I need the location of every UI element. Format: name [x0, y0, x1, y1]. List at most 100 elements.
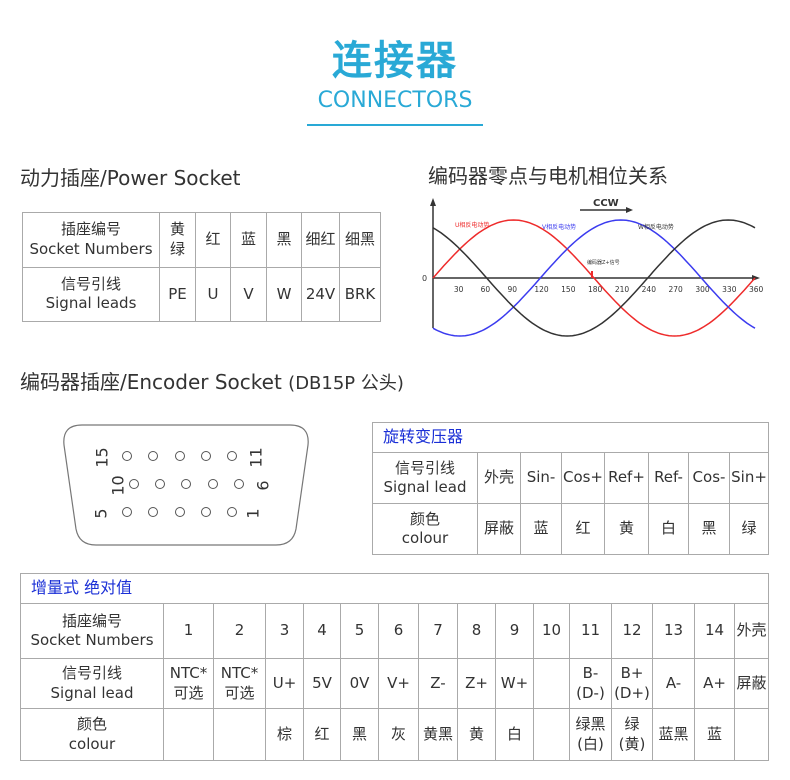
- ccw-arrowhead: [626, 207, 633, 213]
- connector-pin: [155, 479, 165, 489]
- table-cell: 蓝: [694, 708, 735, 761]
- table-row: 插座编号 Socket Numbers 黄 绿红蓝黑细红 细黑: [22, 212, 381, 268]
- table-cell: Cos+: [561, 452, 605, 504]
- table-cell: 12: [611, 603, 653, 659]
- x-tick-label: 300: [695, 285, 710, 294]
- encoder-heading-note: (DB15P 公头): [288, 373, 404, 394]
- connector-pin: [201, 507, 211, 517]
- table-cell: 黄: [457, 708, 496, 761]
- x-tick-label: 240: [642, 285, 657, 294]
- x-tick-label: 270: [669, 285, 684, 294]
- row-header-cell: 颜色 colour: [20, 708, 164, 761]
- connector-pin: [234, 479, 244, 489]
- x-tick-label: 90: [508, 285, 518, 294]
- table-cell: 细黑: [339, 212, 381, 268]
- table-cell: 细红: [301, 212, 340, 268]
- table-cell: U+: [265, 658, 304, 709]
- table-cell: 绿 (黄): [611, 708, 653, 761]
- zero-label: 0: [422, 274, 427, 283]
- x-tick-label: 60: [481, 285, 491, 294]
- pin-label-1: 1: [243, 508, 263, 519]
- row-header-cell: 颜色 colour: [372, 503, 478, 555]
- table-cell: [163, 708, 214, 761]
- connector-pin: [227, 451, 237, 461]
- table-cell: B- (D-): [569, 658, 612, 709]
- connector-pin: [148, 451, 158, 461]
- phase-diagram: 0 30 60 90 120 150 180 210 240 270 300 330 360 CCW …: [422, 198, 764, 337]
- table-cell: A+: [694, 658, 735, 709]
- row-header-cell: 信号引线 Signal lead: [372, 452, 478, 504]
- pin-label-11: 11: [246, 447, 266, 468]
- x-tick-label: 360: [749, 285, 764, 294]
- table-cell: 红: [303, 708, 341, 761]
- table-cell: 1: [163, 603, 214, 659]
- table-cell: A-: [652, 658, 695, 709]
- table-cell: 白: [495, 708, 534, 761]
- connector-pin: [122, 451, 132, 461]
- table-cell: 外壳: [477, 452, 521, 504]
- resolver-caption: 旋转变压器: [371, 422, 770, 453]
- table-cell: 蓝: [520, 503, 562, 555]
- table-cell: W+: [495, 658, 534, 709]
- v-label: V相反电动势: [542, 223, 576, 231]
- table-cell: [533, 658, 570, 709]
- pin-label-10: 10: [108, 475, 128, 496]
- table-cell: [733, 708, 770, 761]
- row-header-cell: 信号引线 Signal leads: [22, 266, 160, 322]
- table-cell: V+: [378, 658, 419, 709]
- table-cell: 13: [652, 603, 695, 659]
- encoder-heading-text: 编码器插座/Encoder Socket: [20, 370, 282, 394]
- page-title: 连接器: [332, 38, 458, 84]
- table-cell: 4: [303, 603, 341, 659]
- table-cell: Ref+: [604, 452, 649, 504]
- title-divider: [307, 124, 483, 126]
- table-cell: 14: [694, 603, 735, 659]
- table-cell: 黄: [604, 503, 649, 555]
- x-tick-label: 150: [561, 285, 576, 294]
- table-cell: 绿黑 (白): [569, 708, 612, 761]
- db15-connector: [63, 424, 309, 546]
- table-cell: 黑: [688, 503, 730, 555]
- table-cell: 2: [213, 603, 266, 659]
- table-cell: 5: [340, 603, 379, 659]
- table-row: 信号引线 Signal leads PE U V W 24V BRK: [22, 266, 381, 322]
- table-cell: 蓝: [230, 212, 267, 268]
- table-cell: 红: [195, 212, 231, 268]
- table-cell: 8: [457, 603, 496, 659]
- table-cell: 24V: [301, 266, 340, 322]
- x-tick-label: 30: [454, 285, 464, 294]
- table-cell: 10: [533, 603, 570, 659]
- table-cell: 黄黑: [418, 708, 458, 761]
- table-cell: 外壳: [733, 603, 770, 659]
- table-cell: [533, 708, 570, 761]
- table-cell: Ref-: [648, 452, 689, 504]
- connector-pin: [148, 507, 158, 517]
- table-cell: U: [195, 266, 231, 322]
- table-cell: 6: [378, 603, 419, 659]
- incremental-absolute-table: 增量式 绝对值 插座编号 Socket Numbers 1 2 3 4 5 6 7 8 9 10 11…: [19, 573, 770, 761]
- table-cell: W: [266, 266, 302, 322]
- table-cell: 红: [561, 503, 605, 555]
- pin-label-6: 6: [253, 480, 273, 491]
- table-cell: Sin+: [728, 452, 770, 504]
- connector-pin: [227, 507, 237, 517]
- table-cell: [213, 708, 266, 761]
- u-phase-curve: [432, 219, 756, 337]
- connector-pin: [181, 479, 191, 489]
- table-cell: Sin-: [520, 452, 562, 504]
- power-socket-heading: 动力插座/Power Socket: [20, 166, 241, 190]
- table-cell: 棕: [265, 708, 304, 761]
- table-cell: 屏蔽: [477, 503, 521, 555]
- table-cell: NTC* 可选: [213, 658, 266, 709]
- table-cell: PE: [159, 266, 196, 322]
- connector-pin: [129, 479, 139, 489]
- connector-outline: [63, 424, 309, 546]
- table-cell: 3: [265, 603, 304, 659]
- ccw-label: CCW: [593, 198, 619, 209]
- table-cell: V: [230, 266, 267, 322]
- table-cell: 屏蔽: [733, 658, 770, 709]
- table-cell: 7: [418, 603, 458, 659]
- table-cell: 黑: [266, 212, 302, 268]
- row-header-cell: 插座编号 Socket Numbers: [22, 212, 160, 268]
- row-header-cell: 插座编号 Socket Numbers: [20, 603, 164, 659]
